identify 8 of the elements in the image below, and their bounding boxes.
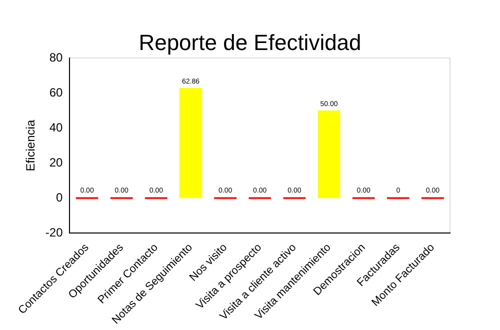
y-axis-title: Eficiencia	[24, 120, 38, 172]
y-tick-label: 0	[56, 190, 64, 204]
y-tick-label: -20	[45, 225, 64, 240]
chart-title: Reporte de Efectividad	[138, 30, 362, 55]
y-tick-label: 20	[49, 155, 64, 170]
y-tick-label: 80	[49, 50, 64, 64]
y-tick-label: 40	[49, 120, 64, 134]
y-tick-label: 60	[49, 85, 64, 100]
